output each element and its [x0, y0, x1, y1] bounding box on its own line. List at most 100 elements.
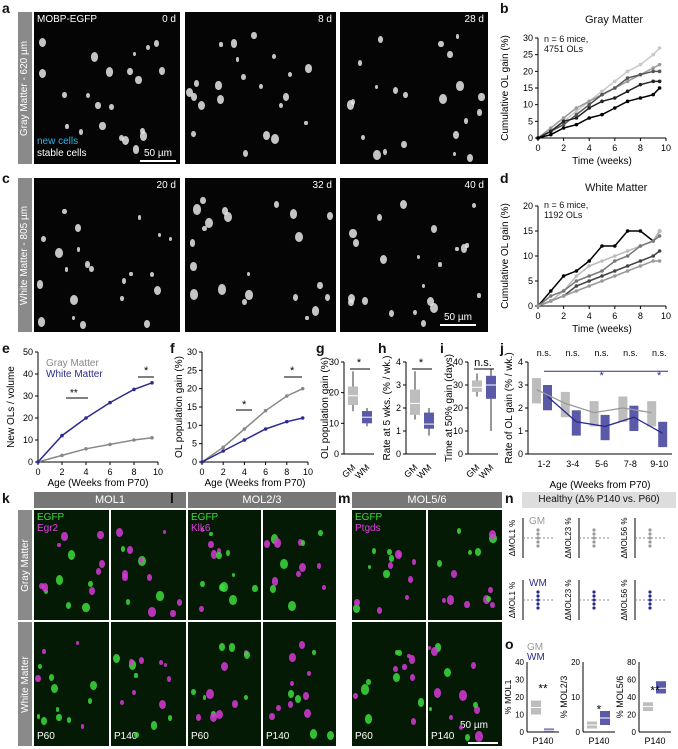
- cell-body: [395, 550, 402, 559]
- data-point: [648, 536, 652, 540]
- panel-label-j: j: [500, 340, 504, 356]
- chart-d-note: n = 6 mice, 1192 OLs: [544, 200, 588, 220]
- cell-body: [438, 262, 442, 268]
- data-point: [108, 442, 112, 447]
- cell-body: [86, 92, 91, 99]
- data-point: [587, 116, 591, 120]
- x-tick-label: 4: [242, 467, 247, 477]
- cell-body: [448, 715, 453, 721]
- chart-d: 0 5 10 15 20 0 2 4 6 8 10 Time (weeks) Cumulative OL…: [500, 201, 671, 335]
- data-point: [561, 126, 566, 130]
- row-label-text: White Matter: [19, 655, 31, 713]
- y-tick-label: 10: [187, 420, 197, 430]
- data-point: [657, 86, 662, 90]
- cell-body: [38, 582, 44, 589]
- category-label: 1-2: [537, 459, 550, 469]
- cell-body: [120, 546, 126, 553]
- cell-body: [70, 294, 78, 305]
- cell-body: [412, 309, 417, 316]
- data-point: [657, 46, 662, 50]
- cell-body: [222, 206, 229, 215]
- data-point: [638, 229, 643, 233]
- cell-body: [311, 306, 320, 316]
- data-point: [613, 259, 617, 263]
- cell-body: [446, 50, 453, 59]
- cell-body: [39, 69, 47, 79]
- marker-egfp: EGFP: [355, 512, 383, 523]
- cell-body: [167, 715, 173, 722]
- y-tick-label: 50: [23, 347, 33, 357]
- data-point: [221, 445, 225, 450]
- x-tick-label: 8: [131, 467, 136, 477]
- y-tick-label: 0: [520, 728, 525, 737]
- cell-body: [346, 99, 355, 110]
- y-axis-label: ΔMOL56 %: [620, 580, 629, 621]
- chart-b-title: Gray Matter: [585, 14, 644, 26]
- y-tick-label: 40: [23, 369, 33, 379]
- x-tick-label: 0: [535, 143, 540, 153]
- data-point: [592, 606, 596, 610]
- sig-marker-wm: *: [599, 370, 604, 382]
- cell-body: [300, 539, 306, 546]
- cell-body: [263, 539, 271, 549]
- data-point: [300, 386, 305, 391]
- cell-body: [134, 673, 138, 678]
- cell-body: [198, 100, 206, 111]
- cell-body: [116, 528, 124, 538]
- panel-label-i: i: [440, 340, 444, 356]
- x-tick-label: 10: [661, 143, 671, 153]
- y-tick-label: 10: [523, 251, 533, 261]
- scale-bar: [140, 160, 176, 162]
- data-point: [651, 92, 655, 97]
- cell-body: [312, 650, 316, 655]
- cell-body: [229, 595, 238, 606]
- cell-body: [263, 131, 271, 141]
- cell-body: [379, 254, 388, 265]
- data-point: [549, 299, 553, 303]
- cell-body: [392, 665, 398, 673]
- cell-body: [230, 39, 238, 48]
- data-point: [263, 408, 268, 413]
- series-line-0: [201, 387, 304, 463]
- micrograph-c-32d: 32 d: [185, 178, 336, 332]
- cell-body: [240, 73, 247, 81]
- x-axis-label: Age (Weeks from P70): [205, 478, 306, 489]
- x-tick-label: 6: [612, 311, 617, 321]
- sig-marker: n.s.: [474, 357, 492, 369]
- cell-body: [287, 600, 296, 611]
- cell-body: [150, 721, 158, 731]
- cell-body: [464, 601, 470, 609]
- data-point: [648, 528, 652, 532]
- cell-body: [275, 704, 281, 712]
- y-tick-label: 30: [523, 33, 533, 43]
- time-label: 0 d: [162, 14, 176, 25]
- cell-body: [466, 153, 473, 162]
- y-tick-label: 20: [523, 66, 533, 76]
- data-point: [536, 528, 540, 532]
- cell-body: [400, 200, 408, 210]
- sig-marker: *: [242, 399, 247, 411]
- legend-entry: Gray Matter: [46, 358, 99, 369]
- cell-body: [316, 563, 322, 570]
- cell-body: [56, 714, 62, 722]
- y-tick-label: 20: [523, 201, 533, 211]
- cell-body: [326, 212, 334, 221]
- cell-body: [377, 214, 383, 222]
- cell-body: [190, 261, 197, 271]
- time-label: 40 d: [464, 180, 484, 191]
- category-label: WM: [415, 462, 433, 480]
- cell-body: [119, 134, 125, 141]
- data-point: [648, 606, 652, 610]
- cell-body: [283, 92, 290, 101]
- cell-body: [51, 683, 59, 693]
- cell-body: [439, 93, 447, 105]
- cell-body: [463, 118, 469, 124]
- cell-body: [357, 60, 363, 67]
- cell-body: [148, 607, 156, 617]
- data-point: [600, 259, 604, 263]
- cell-body: [280, 559, 289, 570]
- data-point: [574, 109, 579, 114]
- cell-body: [80, 723, 85, 729]
- cell-body: [62, 208, 67, 215]
